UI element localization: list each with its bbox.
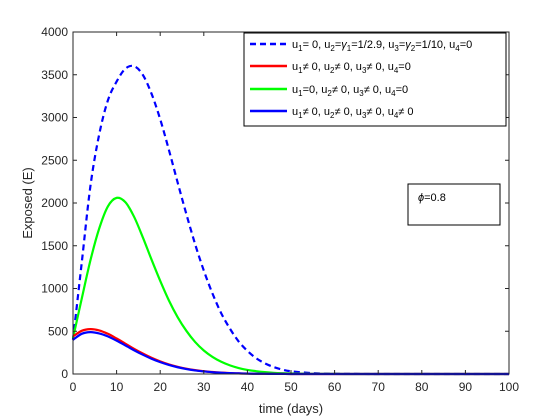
x-axis-label: time (days) bbox=[259, 401, 323, 416]
legend-entries: u1= 0, u2=γ1=1/2.9, u3=γ2=1/10, u4=0 u1≠ … bbox=[250, 39, 472, 120]
y-tick-label: 3000 bbox=[41, 111, 68, 125]
annotation-value: =0.8 bbox=[424, 192, 446, 204]
y-tick-label: 500 bbox=[48, 324, 68, 338]
y-tick-label: 0 bbox=[61, 367, 68, 381]
y-tick-label: 1000 bbox=[41, 282, 68, 296]
annotation-symbol: ϕ bbox=[418, 192, 424, 204]
x-tick-label: 10 bbox=[110, 380, 124, 394]
x-tick-label: 100 bbox=[499, 380, 519, 394]
legend-label-3: u1=0, u2≠ 0, u3≠ 0, u4=0 bbox=[292, 84, 408, 98]
y-tick-label: 2000 bbox=[41, 196, 68, 210]
ticks-layer: 0 10 20 30 40 50 60 70 80 90 100050010001500200025… bbox=[41, 25, 519, 394]
x-tick-label: 50 bbox=[284, 380, 298, 394]
legend-label-1: u1= 0, u2=γ1=1/2.9, u3=γ2=1/10, u4=0 bbox=[292, 39, 472, 53]
y-tick-label: 2500 bbox=[41, 153, 68, 167]
legend: u1= 0, u2=γ1=1/2.9, u3=γ2=1/10, u4=0 u1≠ … bbox=[243, 32, 507, 127]
annotation-frame bbox=[407, 183, 501, 226]
x-tick-label: 0 bbox=[70, 380, 77, 394]
x-tick-label: 30 bbox=[197, 380, 211, 394]
annotation-text: ϕ=0.8 bbox=[418, 192, 446, 204]
y-tick-label: 1500 bbox=[41, 239, 68, 253]
y-tick-label: 4000 bbox=[41, 25, 68, 39]
y-tick-label: 3500 bbox=[41, 68, 68, 82]
x-tick-label: 70 bbox=[372, 380, 386, 394]
x-tick-label: 60 bbox=[328, 380, 342, 394]
y-axis-label: Exposed (E) bbox=[20, 167, 35, 239]
x-tick-label: 90 bbox=[459, 380, 473, 394]
legend-label-2: u1≠ 0, u2≠ 0, u3≠ 0, u4=0 bbox=[292, 61, 411, 75]
x-tick-label: 20 bbox=[154, 380, 168, 394]
annotation-box: ϕ=0.8 bbox=[407, 183, 501, 226]
legend-label-4: u1≠ 0, u2≠ 0, u3≠ 0, u4≠ 0 bbox=[292, 106, 414, 120]
legend-box bbox=[243, 32, 507, 127]
x-tick-label: 80 bbox=[415, 380, 429, 394]
x-tick-label: 40 bbox=[241, 380, 255, 394]
